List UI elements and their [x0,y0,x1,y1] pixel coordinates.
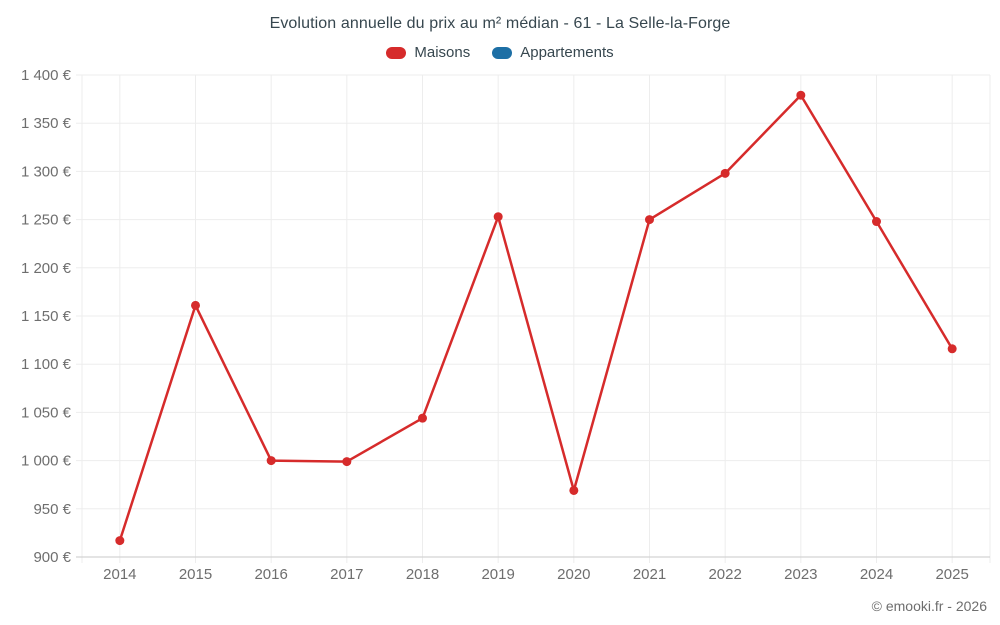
y-tick-label: 1 300 € [21,163,72,180]
data-point-maisons-2020 [569,485,579,495]
y-tick-label: 1 200 € [21,260,72,277]
legend-item-appartements[interactable]: Appartements [492,44,614,61]
x-tick-label: 2021 [633,566,666,583]
data-point-maisons-2018 [418,413,427,423]
y-tick-label: 1 000 € [21,453,72,470]
data-point-maisons-2019 [493,212,503,222]
x-tick-label: 2022 [708,566,741,583]
x-tick-label: 2024 [860,566,893,583]
series-lines [115,90,957,546]
legend-swatch-maisons [386,46,407,59]
x-tick-label: 2015 [179,566,212,583]
credit-watermark: © emooki.fr - 2026 [871,598,987,614]
y-tick-label: 1 150 € [21,308,72,325]
y-tick-label: 1 250 € [21,212,72,229]
data-point-maisons-2014 [115,536,125,546]
data-point-maisons-2023 [796,90,806,100]
legend-swatch-appartements [492,46,513,59]
data-point-maisons-2021 [645,215,654,225]
gridlines [76,74,991,563]
x-tick-label: 2023 [784,566,817,583]
x-tick-label: 2017 [330,566,363,583]
chart-legend: Maisons Appartements [0,44,1000,61]
x-tick-label: 2014 [103,566,136,583]
x-axis-tick-labels: 2014 2015 2016 2017 2018 2019 2020 2021 2022 2023… [103,566,969,583]
data-point-maisons-2017 [342,457,352,467]
y-tick-label: 1 350 € [21,115,72,132]
data-point-maisons-2016 [266,456,276,466]
data-point-maisons-2015 [191,300,200,310]
x-tick-label: 2016 [254,566,287,583]
x-tick-label: 2020 [557,566,590,583]
y-tick-label: 1 400 € [21,67,72,84]
y-tick-label: 1 100 € [21,356,72,373]
y-tick-label: 900 € [33,549,71,566]
x-tick-label: 2018 [406,566,439,583]
data-point-maisons-2022 [720,168,730,178]
y-tick-label: 1 050 € [21,404,72,421]
legend-item-maisons[interactable]: Maisons [386,44,470,61]
chart-title: Evolution annuelle du prix au m² médian … [269,15,731,32]
legend-label-maisons: Maisons [414,44,471,61]
data-point-maisons-2025 [947,344,957,354]
x-tick-label: 2019 [481,566,514,583]
y-axis-tick-labels: 900 € 950 € 1 000 € 1 050 € 1 100 € 1 150 € 1 … [21,67,72,566]
y-tick-label: 950 € [33,501,71,518]
x-tick-label: 2025 [935,566,968,583]
data-point-maisons-2024 [872,217,881,227]
legend-label-appartements: Appartements [520,44,614,61]
series-line-maisons [118,93,954,542]
